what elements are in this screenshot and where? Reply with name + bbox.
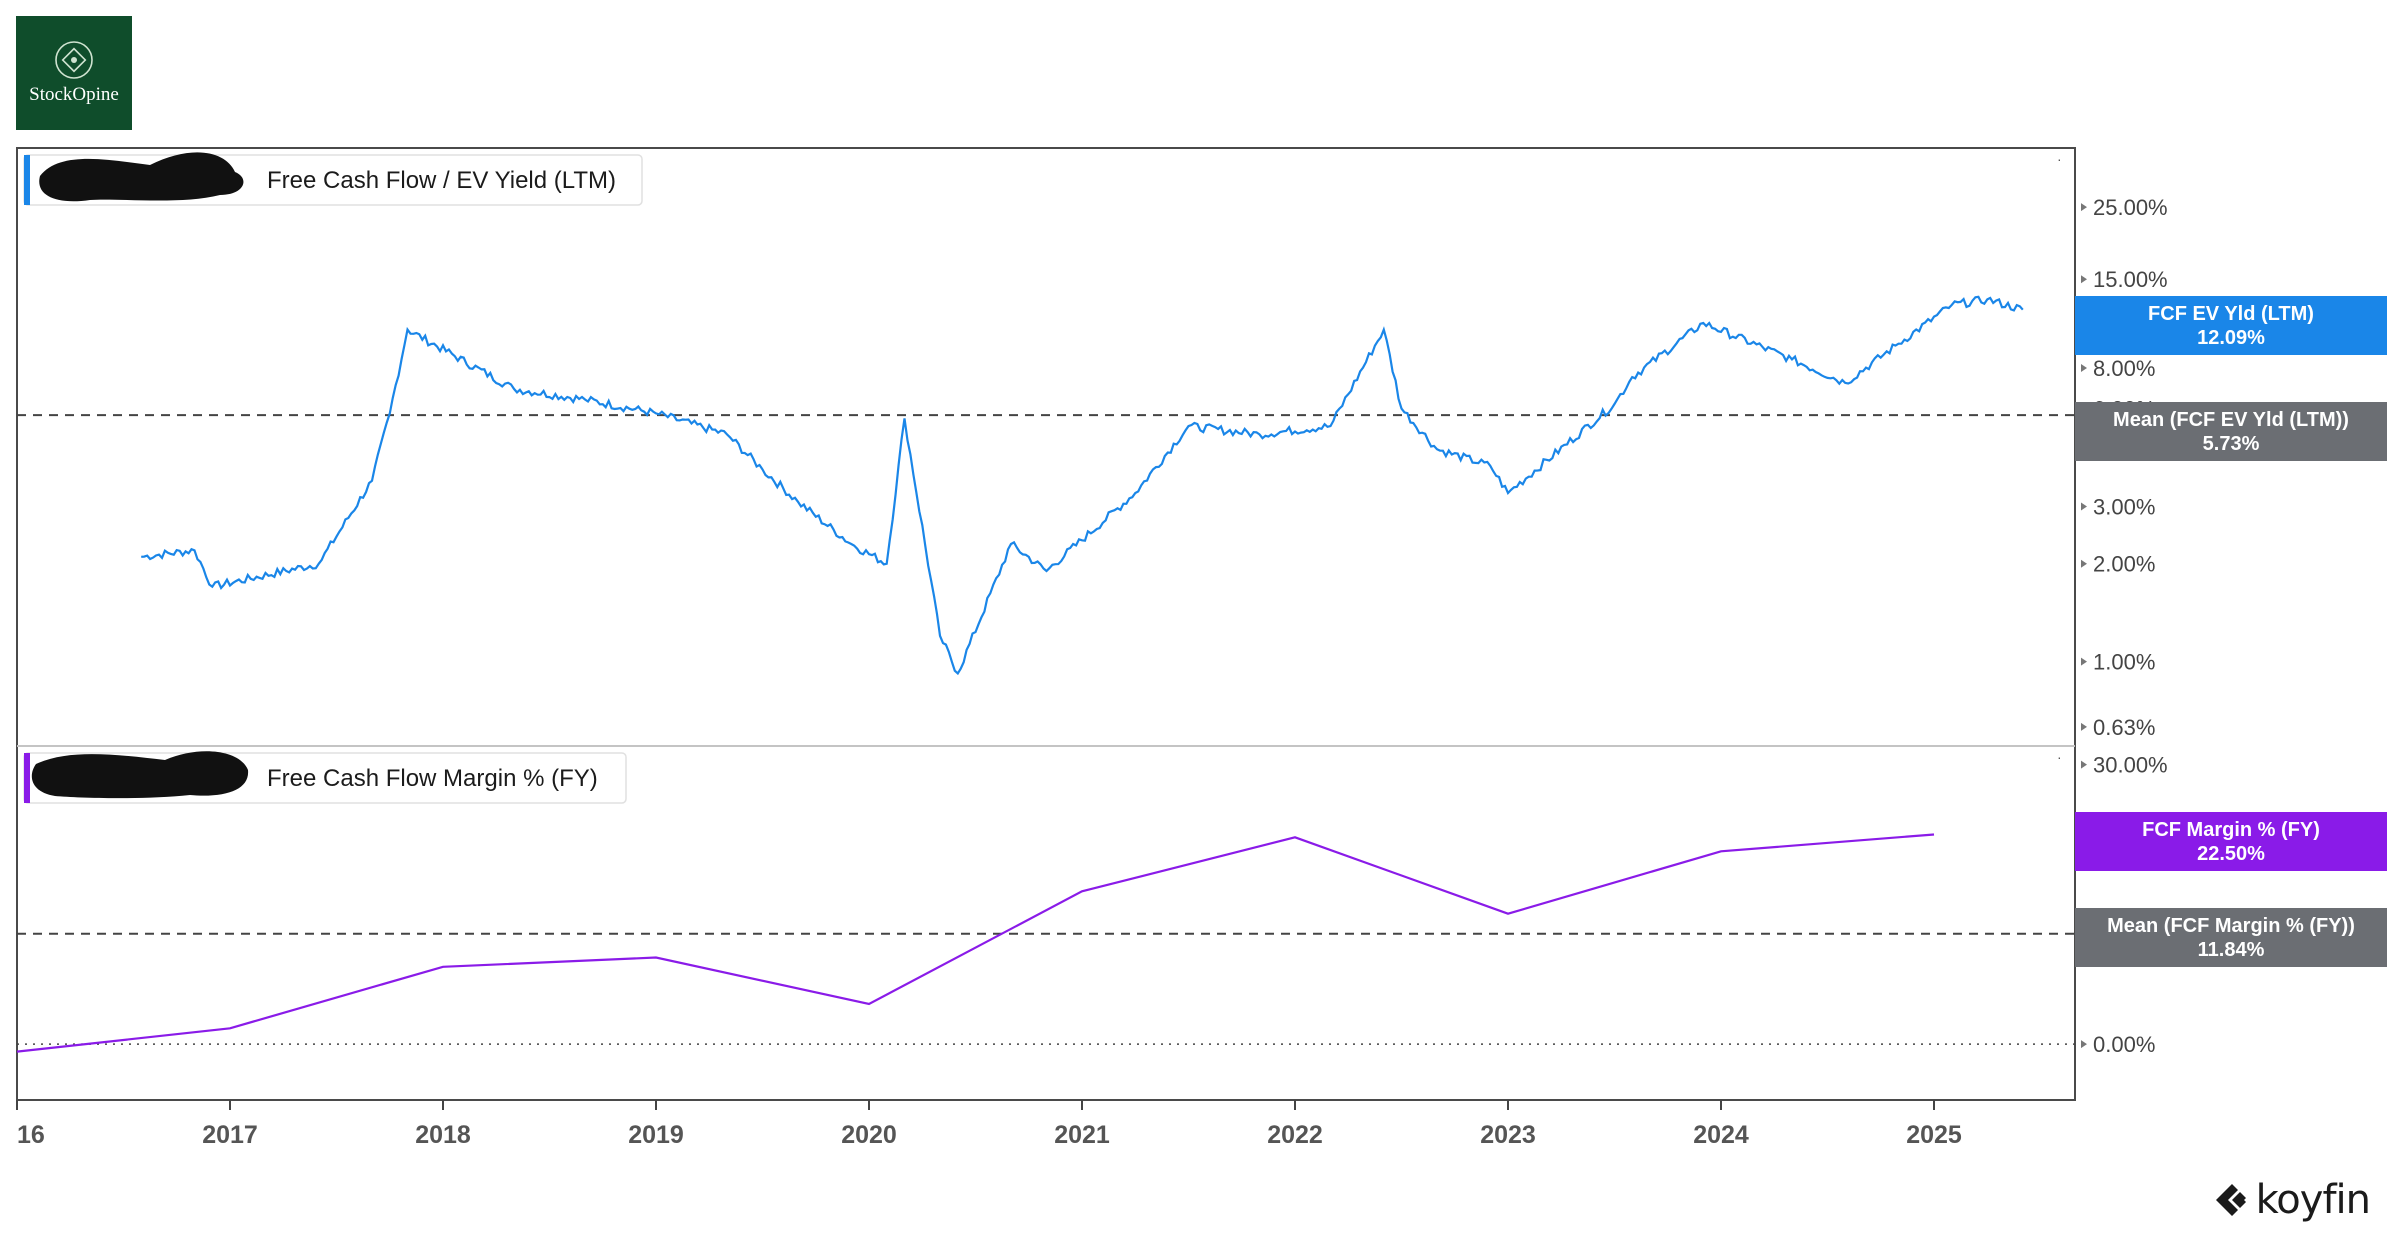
top-legend[interactable]: Free Cash Flow / EV Yield (LTM) (23, 152, 643, 206)
redacted-ticker-mark (31, 751, 249, 799)
y-tick-label: 0.00% (2093, 1032, 2155, 1057)
y-tick-marker (2081, 203, 2087, 212)
koyfin-logo-icon (2215, 1184, 2246, 1216)
y-tick-marker (2081, 363, 2087, 372)
svg-text:Mean (FCF Margin % (FY)): Mean (FCF Margin % (FY)) (2107, 915, 2355, 937)
y-tick-marker (2081, 559, 2087, 568)
y-tick-label: 1.00% (2093, 650, 2155, 675)
y-tick-marker (2081, 657, 2087, 666)
fcf-margin-line[interactable] (16, 833, 1935, 1053)
x-tick-label: 2020 (841, 1121, 897, 1149)
mean-value-label-fcf-ev: Mean (FCF EV Yld (LTM)) 5.73% (2075, 402, 2387, 461)
x-tick-label: 2022 (1267, 1121, 1323, 1149)
svg-text:FCF EV Yld (LTM): FCF EV Yld (LTM) (2148, 303, 2314, 325)
diamond-logo-icon (55, 41, 93, 79)
x-tick-label: 2025 (1906, 1121, 1962, 1149)
y-tick-label: 15.00% (2093, 267, 2168, 292)
top-legend-title: Free Cash Flow / EV Yield (LTM) (267, 167, 616, 194)
x-tick-label: 2017 (202, 1121, 258, 1149)
x-tick-label: 2023 (1480, 1121, 1536, 1149)
y-tick-marker (2081, 760, 2087, 769)
last-value-label-fcf-ev: FCF EV Yld (LTM) 12.09% (2075, 296, 2387, 355)
svg-text:11.84%: 11.84% (2198, 939, 2265, 961)
svg-text:FCF Margin % (FY): FCF Margin % (FY) (2142, 819, 2320, 841)
top-y-axis: 25.00%15.00%8.00%6.00%3.00%2.00%1.00%0.6… (2081, 195, 2168, 740)
y-tick-label: 2.00% (2093, 552, 2155, 577)
svg-text:Mean (FCF EV Yld (LTM)): Mean (FCF EV Yld (LTM)) (2113, 409, 2349, 431)
y-tick-label: 3.00% (2093, 494, 2155, 519)
last-value-label-fcf-margin: FCF Margin % (FY) 22.50% (2075, 812, 2387, 871)
x-axis: 16 2017 2018 2019 2020 2021 2022 2023 2024 2025 (16, 1100, 1962, 1149)
stockopine-logo: StockOpine (16, 16, 132, 130)
koyfin-text: koyfin (2255, 1177, 2371, 1223)
bottom-panel-menu-dot[interactable]: · (2057, 749, 2062, 765)
svg-text:12.09%: 12.09% (2197, 327, 2265, 349)
y-tick-label: 8.00% (2093, 356, 2155, 381)
bottom-legend[interactable]: Free Cash Flow Margin % (FY) (23, 751, 627, 804)
top-panel-menu-dot[interactable]: · (2057, 151, 2062, 167)
chart-frame (16, 147, 2076, 1101)
y-tick-marker (2081, 275, 2087, 284)
redacted-ticker-mark (39, 152, 244, 202)
mean-value-label-fcf-margin: Mean (FCF Margin % (FY)) 11.84% (2075, 908, 2387, 967)
koyfin-watermark: koyfin (2210, 1177, 2371, 1223)
y-tick-marker (2081, 502, 2087, 511)
x-tick-label: 2021 (1054, 1121, 1110, 1149)
logo-text: StockOpine (29, 84, 119, 105)
x-tick-label: 2024 (1693, 1121, 1749, 1149)
bottom-legend-title: Free Cash Flow Margin % (FY) (267, 765, 598, 792)
x-tick-label: 2019 (628, 1121, 684, 1149)
y-tick-label: 30.00% (2093, 753, 2168, 778)
svg-text:22.50%: 22.50% (2197, 843, 2265, 865)
y-tick-marker (2081, 722, 2087, 731)
x-tick-label: 2018 (415, 1121, 471, 1149)
y-tick-marker (2081, 1040, 2087, 1049)
svg-text:5.73%: 5.73% (2203, 433, 2260, 455)
x-tick-label: 16 (17, 1121, 45, 1149)
y-tick-label: 25.00% (2093, 195, 2168, 220)
y-tick-label: 0.63% (2093, 715, 2155, 740)
bottom-y-axis: 30.00%20.00%10.00%0.00% (2081, 753, 2168, 1057)
fcf-ev-yield-line[interactable] (141, 295, 2024, 676)
